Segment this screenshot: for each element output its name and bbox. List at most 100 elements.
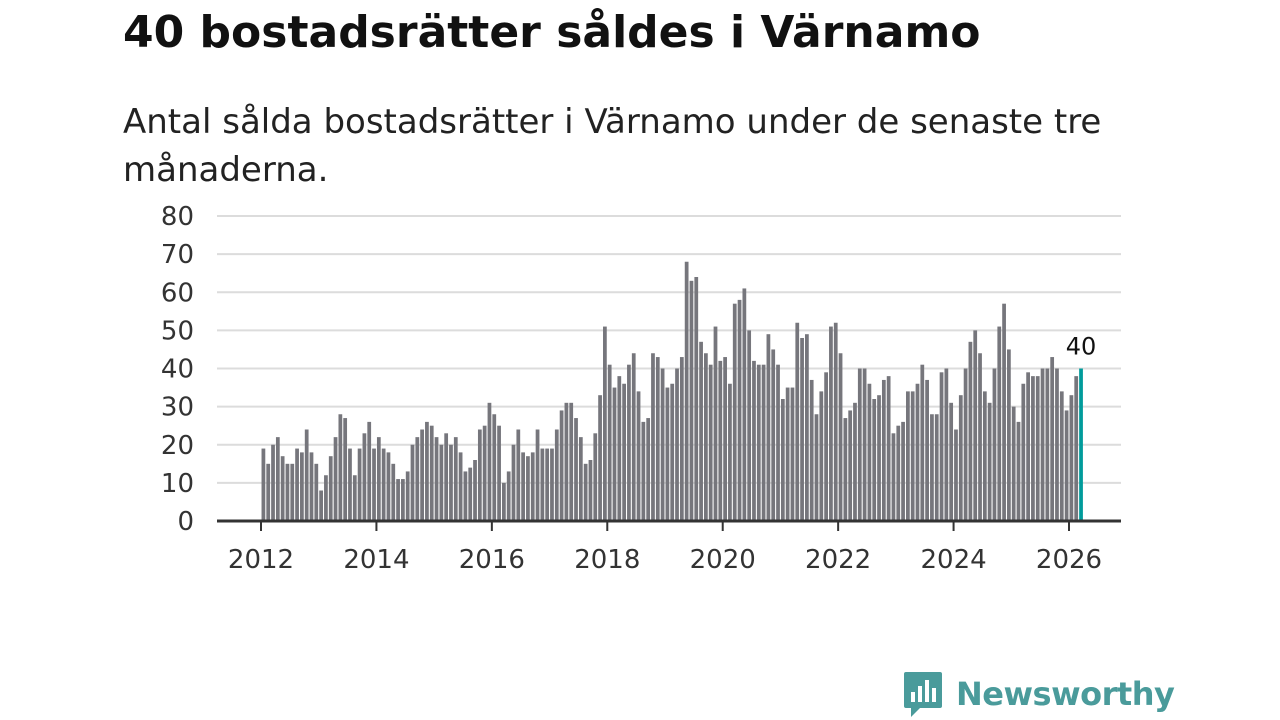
bar [872, 399, 877, 521]
y-axis-ticks: 0 10 20 30 40 50 60 70 80 [161, 202, 194, 537]
y-tick-label: 0 [177, 507, 194, 537]
bar [896, 425, 901, 521]
bar [641, 421, 646, 522]
bar [300, 452, 304, 522]
bar [492, 414, 497, 521]
bar [612, 387, 617, 521]
annotations: 40 [1066, 333, 1097, 361]
bar [867, 383, 872, 521]
bar [982, 391, 987, 522]
bar [598, 395, 602, 521]
bar [391, 463, 396, 521]
bar [319, 490, 323, 521]
bar [550, 448, 554, 521]
bar [338, 414, 343, 521]
bar [694, 277, 699, 521]
bar [530, 452, 535, 522]
bar [766, 334, 771, 521]
bar [1016, 421, 1021, 522]
bar [295, 448, 299, 521]
bar [934, 414, 939, 521]
bar [906, 391, 910, 522]
bar [487, 402, 492, 521]
bar [468, 467, 473, 522]
bar [280, 456, 285, 521]
bar [891, 433, 896, 521]
bar [660, 368, 665, 521]
bar [939, 372, 944, 521]
bar [458, 452, 463, 522]
y-tick-label: 70 [161, 240, 194, 270]
bar [780, 399, 785, 521]
bar [304, 429, 309, 521]
bar [728, 383, 732, 521]
bar [367, 421, 372, 522]
bar [651, 353, 655, 521]
bar [622, 383, 626, 521]
bar [752, 360, 756, 522]
y-tick-label: 10 [161, 469, 194, 499]
bar [271, 444, 275, 521]
bar [747, 330, 752, 522]
bar [497, 425, 501, 521]
bar [790, 387, 795, 521]
y-tick-label: 80 [161, 202, 194, 232]
bar [954, 429, 958, 521]
bar [963, 368, 968, 521]
highlight-value-label: 40 [1066, 333, 1097, 361]
bar [704, 353, 708, 521]
bar [978, 353, 982, 521]
bar [631, 353, 636, 521]
bar [564, 402, 569, 521]
bar [1059, 391, 1064, 522]
bar [833, 322, 838, 521]
bar [275, 437, 280, 522]
bar [646, 418, 651, 521]
bar [761, 364, 766, 521]
bar [886, 376, 891, 522]
bar [713, 326, 718, 521]
bar [1055, 368, 1059, 521]
bar [593, 433, 598, 521]
bar [1074, 376, 1079, 522]
bar [800, 338, 804, 521]
bar [843, 418, 848, 521]
bar [824, 372, 828, 521]
bar [588, 460, 593, 521]
bar [569, 402, 574, 521]
bar [1007, 349, 1011, 521]
newsworthy-logo-icon [904, 672, 942, 717]
bar [877, 395, 881, 521]
bar [559, 410, 564, 521]
bar [449, 444, 453, 521]
bar [477, 429, 482, 521]
bar [362, 433, 367, 521]
bar [396, 479, 400, 521]
bar [328, 456, 333, 521]
bar [1026, 372, 1030, 521]
bar [309, 452, 314, 522]
bar [266, 463, 271, 521]
x-tick-label: 2016 [459, 545, 525, 575]
bar [1021, 383, 1026, 521]
bar [617, 376, 622, 522]
bar [376, 437, 381, 522]
chart-subtitle: Antal sålda bostadsrätter i Värnamo unde… [123, 102, 1102, 190]
bar [1040, 368, 1045, 521]
bar [540, 448, 545, 521]
bar [699, 341, 703, 521]
bar [554, 429, 559, 521]
bar [324, 475, 328, 521]
bar [862, 368, 867, 521]
bar [453, 437, 458, 522]
x-tick-label: 2014 [343, 545, 409, 575]
bar [502, 482, 506, 522]
x-tick-label: 2026 [1036, 545, 1102, 575]
bar [333, 437, 338, 522]
bar [425, 421, 429, 522]
bar [574, 418, 578, 521]
bar [881, 379, 886, 521]
bar [737, 299, 742, 522]
bar [689, 280, 694, 521]
bar [809, 379, 814, 521]
